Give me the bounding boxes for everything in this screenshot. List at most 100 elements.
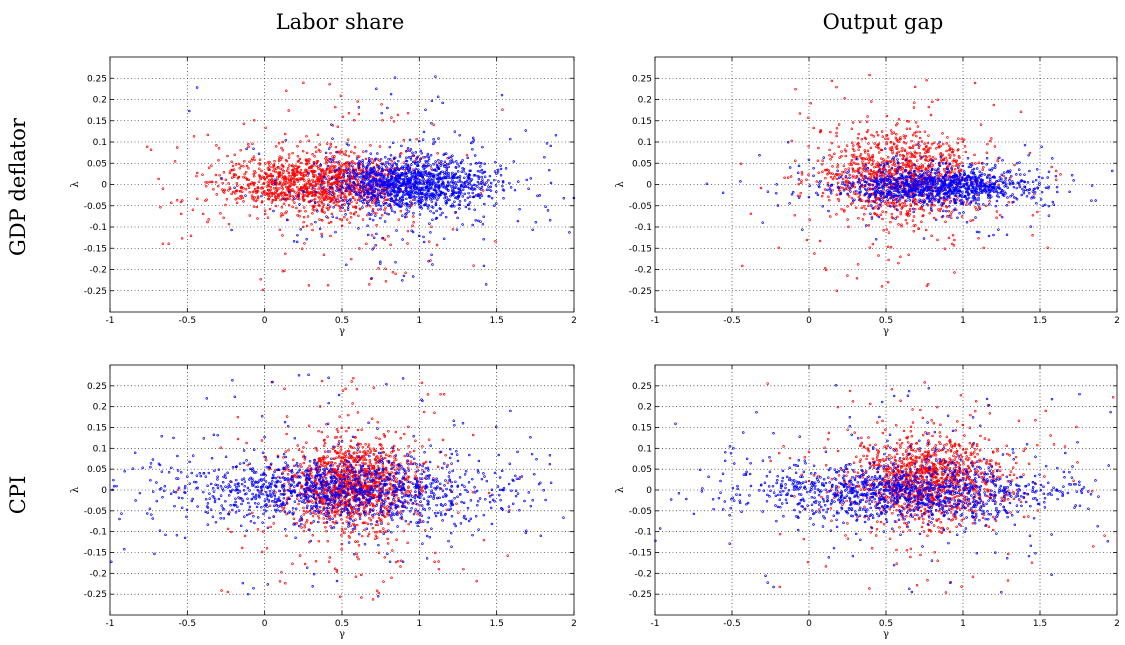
scatter-point: [860, 206, 863, 210]
scatter-point: [851, 169, 855, 173]
scatter-point: [375, 211, 378, 215]
scatter-point: [487, 178, 490, 182]
scatter-point: [312, 208, 316, 212]
scatter-point: [930, 192, 934, 196]
scatter-point: [960, 195, 964, 199]
scatter-point: [222, 216, 225, 220]
scatter-point: [964, 150, 968, 154]
scatter-point: [219, 212, 222, 215]
scatter-point: [466, 203, 470, 206]
scatter-point: [441, 211, 444, 215]
scatter-point: [957, 148, 960, 151]
scatter-point: [992, 233, 995, 237]
scatter-point: [836, 169, 839, 173]
scatter-point: [858, 198, 861, 202]
scatter-point: [982, 203, 985, 206]
scatter-point: [439, 162, 443, 165]
scatter-point: [363, 198, 366, 201]
scatter-point: [980, 191, 984, 194]
scatter-point: [375, 204, 378, 207]
scatter-point: [261, 288, 265, 292]
scatter-point: [403, 174, 407, 178]
scatter-point: [329, 142, 333, 146]
scatter-point: [325, 167, 329, 170]
y-tick-label: -0.25: [84, 287, 107, 297]
scatter-point: [920, 207, 924, 211]
scatter-point: [904, 218, 908, 222]
scatter-point: [837, 123, 841, 126]
scatter-point: [983, 173, 986, 176]
scatter-point: [950, 175, 953, 179]
scatter-point: [399, 187, 402, 191]
scatter-point: [851, 147, 855, 150]
scatter-point: [874, 193, 878, 197]
scatter-point: [450, 176, 453, 180]
scatter-point: [406, 229, 410, 233]
scatter-point: [389, 92, 393, 96]
scatter-point: [956, 197, 959, 200]
scatter-point: [853, 149, 856, 153]
scatter-point: [929, 184, 933, 187]
scatter-point: [252, 118, 256, 122]
scatter-point: [453, 200, 456, 204]
scatter-point: [842, 210, 846, 213]
scatter-point: [476, 180, 480, 184]
scatter-point: [380, 111, 383, 115]
scatter-point: [416, 191, 420, 195]
scatter-point: [932, 141, 936, 144]
scatter-point: [233, 173, 236, 176]
scatter-point: [326, 193, 329, 196]
scatter-point: [262, 181, 266, 185]
scatter-point: [367, 157, 371, 160]
scatter-point: [388, 204, 392, 207]
scatter-point: [866, 115, 869, 118]
scatter-point: [867, 223, 871, 227]
scatter-point: [338, 186, 342, 189]
scatter-point: [161, 242, 165, 245]
scatter-point: [393, 76, 397, 79]
scatter-point: [988, 178, 992, 181]
scatter-point: [445, 170, 448, 174]
scatter-point: [495, 190, 498, 193]
scatter-point: [317, 179, 321, 183]
scatter-point: [210, 164, 213, 167]
scatter-point: [382, 188, 385, 192]
scatter-point: [866, 182, 869, 185]
scatter-point: [941, 215, 945, 218]
scatter-point: [395, 168, 398, 172]
scatter-point: [157, 177, 160, 181]
scatter-point: [509, 186, 513, 189]
scatter-point: [829, 189, 832, 193]
scatter-point: [477, 193, 480, 196]
scatter-point: [347, 154, 351, 158]
scatter-point: [349, 215, 353, 219]
scatter-point: [996, 159, 999, 163]
scatter-point: [272, 209, 275, 213]
scatter-point: [426, 155, 429, 158]
scatter-point: [260, 194, 263, 198]
scatter-point: [1004, 192, 1007, 195]
scatter-point: [222, 171, 226, 174]
scatter-point: [916, 181, 920, 185]
scatter-point: [882, 229, 885, 232]
scatter-point: [419, 200, 423, 204]
scatter-point: [871, 170, 875, 174]
scatter-point: [406, 180, 410, 184]
scatter-point: [965, 200, 969, 204]
scatter-point: [326, 284, 330, 287]
scatter-point: [946, 136, 949, 139]
scatter-point: [846, 205, 849, 208]
scatter-point: [879, 174, 882, 178]
scatter-point: [371, 209, 374, 213]
scatter-point: [885, 114, 889, 118]
scatter-point: [429, 209, 432, 213]
scatter-point: [538, 194, 542, 197]
scatter-point: [340, 196, 343, 199]
scatter-point: [887, 231, 891, 234]
scatter-point: [937, 143, 940, 146]
scatter-point: [851, 181, 855, 184]
scatter-point: [456, 162, 459, 166]
scatter-point: [322, 253, 326, 257]
scatter-point: [939, 207, 943, 211]
scatter-point: [230, 228, 233, 232]
